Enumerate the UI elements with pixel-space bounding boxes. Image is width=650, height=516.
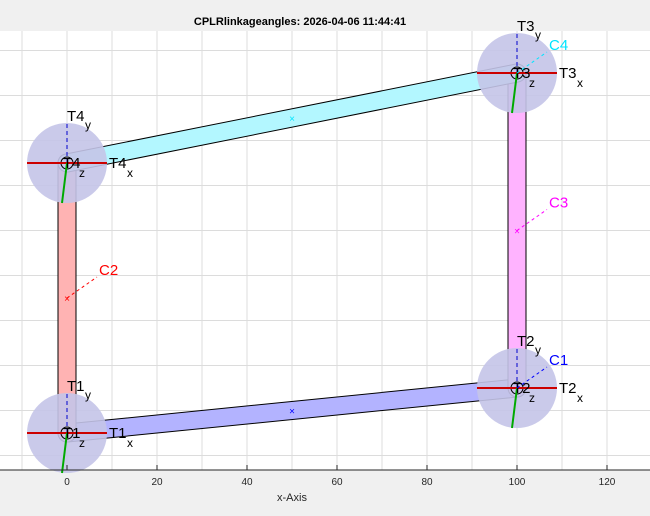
frame-x-label-t1: T1 — [109, 425, 127, 442]
x-ticks: 0 20 40 60 80 100 120 — [64, 465, 616, 488]
link-center-marker: × — [64, 294, 70, 305]
joint-label-t3: T3 — [513, 65, 531, 82]
frame-angle-line — [511, 387, 518, 429]
joint-z-subscript: z — [529, 76, 535, 90]
link-center-marker: × — [514, 227, 520, 238]
x-tick-label: 80 — [421, 477, 433, 488]
figure-title: CPLRlinkageangles: 2026-04-06 11:44:41 — [194, 16, 406, 28]
link-label-leader — [66, 276, 98, 299]
frame-x-label-t2: T2 — [559, 380, 577, 397]
frame-y-label-t2: T2 — [517, 333, 535, 350]
joint-label-t1: T1 — [63, 425, 81, 442]
x-tick-label: 0 — [64, 477, 70, 488]
joint-z-subscript: z — [79, 166, 85, 180]
link-label-c2: C2 — [99, 262, 118, 279]
frame-angle-line — [61, 162, 68, 204]
frame-angle-line — [511, 72, 518, 114]
link-label-leader — [516, 209, 548, 231]
frame-y-label-t1: T1 — [67, 378, 85, 395]
frame-x-label-t3: T3 — [559, 65, 577, 82]
frame-y-subscript: y — [85, 118, 91, 132]
joint-label-t2: T2 — [513, 380, 531, 397]
x-tick-label: 60 — [331, 477, 343, 488]
frame-angle-line — [61, 432, 68, 474]
x-tick-label: 120 — [599, 477, 616, 488]
frame-y-label-t4: T4 — [67, 108, 85, 125]
frame-y-label-t3: T3 — [517, 18, 535, 35]
frame-x-subscript: x — [127, 166, 133, 180]
link-center-marker: × — [289, 114, 295, 125]
link-label-c4: C4 — [549, 37, 568, 54]
joint-z-subscript: z — [529, 391, 535, 405]
x-axis-label: x-Axis — [277, 492, 307, 504]
frame-y-subscript: y — [535, 343, 541, 357]
frame-x-label-t4: T4 — [109, 155, 127, 172]
link-center-marker: × — [289, 407, 295, 418]
frame-y-subscript: y — [535, 28, 541, 42]
link-label-c1: C1 — [549, 352, 568, 369]
frame-x-subscript: x — [577, 391, 583, 405]
link-label-leader — [516, 366, 548, 389]
x-tick-label: 40 — [241, 477, 253, 488]
joint-label-t4: T4 — [63, 155, 81, 172]
frame-x-subscript: x — [127, 436, 133, 450]
joint-z-subscript: z — [79, 436, 85, 450]
link-label-leader — [516, 51, 548, 74]
frame-y-subscript: y — [85, 388, 91, 402]
frame-x-subscript: x — [577, 76, 583, 90]
link-label-c3: C3 — [549, 195, 568, 212]
x-tick-label: 20 — [151, 477, 163, 488]
x-tick-label: 100 — [509, 477, 526, 488]
